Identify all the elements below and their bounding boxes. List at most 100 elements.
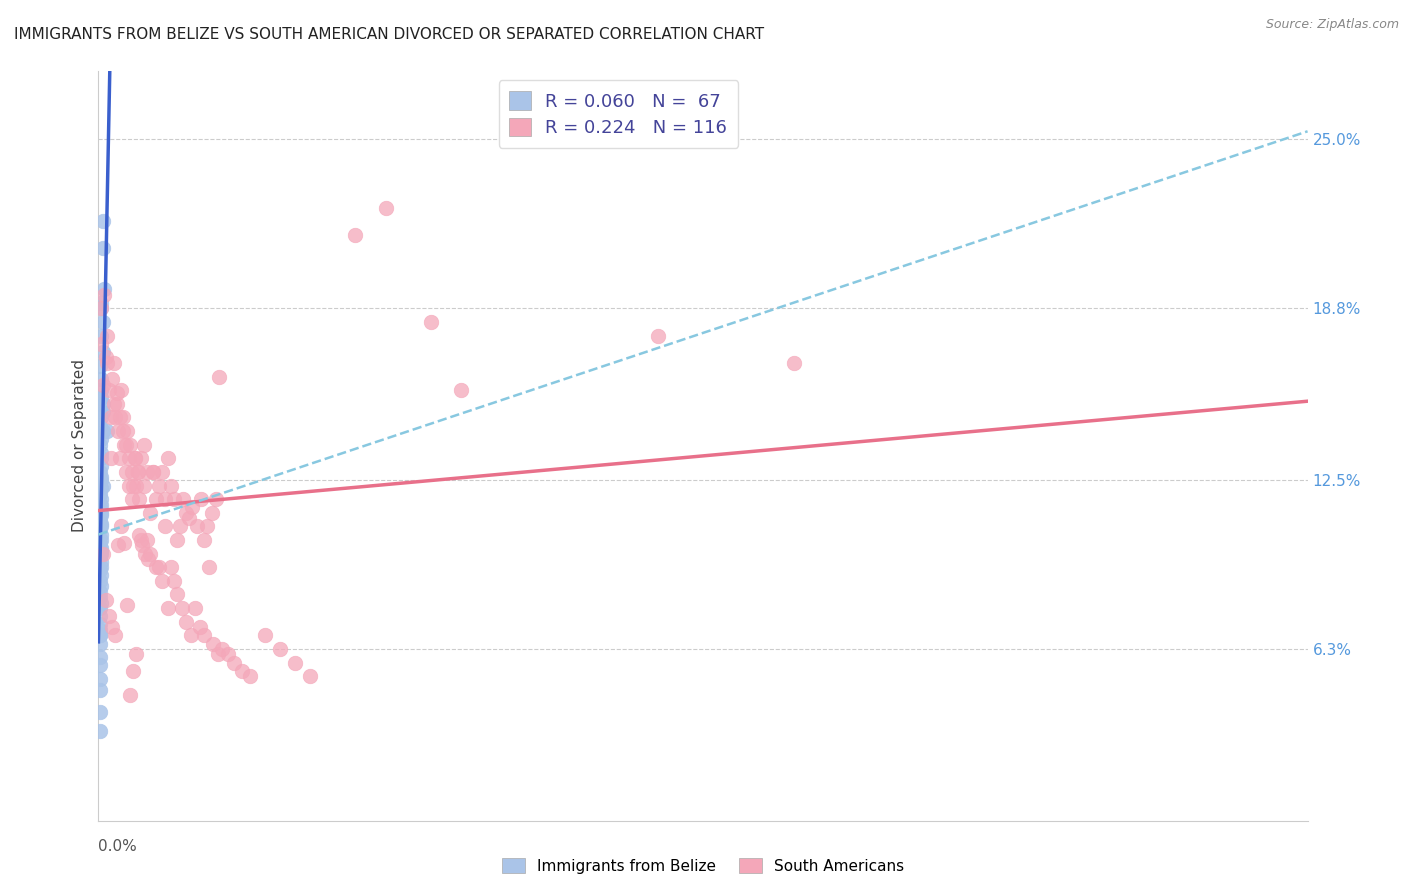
Point: [96, 356, 118, 370]
Point: [89, 705, 111, 719]
Point: [89, 617, 111, 632]
Point: [136, 552, 159, 566]
Point: [344, 227, 367, 242]
Point: [107, 424, 129, 438]
Point: [90, 506, 112, 520]
Point: [90, 579, 112, 593]
Point: [201, 506, 224, 520]
Point: [91, 547, 114, 561]
Point: [90, 301, 112, 316]
Point: [166, 587, 188, 601]
Point: [145, 560, 167, 574]
Point: [90, 560, 112, 574]
Point: [148, 478, 170, 492]
Point: [89, 584, 111, 599]
Point: [121, 465, 143, 479]
Point: [202, 636, 225, 650]
Point: [90, 533, 112, 547]
Point: [90, 547, 112, 561]
Point: [135, 533, 157, 547]
Point: [90, 301, 112, 316]
Point: [193, 533, 215, 547]
Point: [129, 533, 152, 547]
Point: [89, 623, 111, 637]
Point: [114, 465, 136, 479]
Point: [112, 437, 135, 451]
Point: [125, 478, 148, 492]
Point: [91, 478, 114, 492]
Point: [122, 478, 145, 492]
Point: [91, 377, 114, 392]
Point: [90, 446, 112, 460]
Point: [135, 465, 157, 479]
Point: [89, 486, 111, 500]
Point: [134, 547, 156, 561]
Point: [208, 369, 231, 384]
Point: [284, 656, 307, 670]
Point: [125, 648, 148, 662]
Point: [150, 574, 173, 588]
Point: [101, 620, 124, 634]
Point: [89, 522, 111, 536]
Point: [89, 650, 111, 665]
Point: [129, 451, 152, 466]
Point: [90, 473, 112, 487]
Point: [217, 648, 239, 662]
Point: [110, 383, 132, 397]
Point: [112, 535, 135, 549]
Point: [128, 527, 150, 541]
Point: [91, 397, 114, 411]
Point: [105, 385, 128, 400]
Point: [118, 451, 141, 466]
Point: [153, 519, 176, 533]
Point: [170, 601, 193, 615]
Text: 0.0%: 0.0%: [98, 839, 138, 855]
Point: [91, 424, 114, 438]
Point: [89, 359, 111, 373]
Point: [89, 628, 111, 642]
Point: [90, 372, 112, 386]
Point: [90, 383, 112, 397]
Point: [128, 492, 150, 507]
Point: [184, 601, 207, 615]
Point: [100, 410, 122, 425]
Point: [89, 500, 111, 515]
Point: [108, 451, 131, 466]
Point: [111, 424, 134, 438]
Point: [89, 535, 111, 549]
Point: [89, 672, 111, 686]
Point: [90, 492, 112, 507]
Point: [172, 492, 194, 507]
Point: [90, 596, 112, 610]
Point: [211, 642, 233, 657]
Point: [122, 664, 145, 678]
Point: [224, 656, 246, 670]
Point: [89, 549, 111, 564]
Point: [207, 648, 229, 662]
Point: [90, 410, 112, 425]
Point: [90, 296, 112, 310]
Point: [190, 492, 212, 507]
Point: [163, 492, 186, 507]
Point: [195, 519, 218, 533]
Point: [132, 478, 155, 492]
Point: [180, 628, 202, 642]
Point: [93, 282, 115, 296]
Point: [89, 601, 111, 615]
Point: [420, 315, 443, 329]
Point: [91, 345, 114, 359]
Point: [124, 451, 146, 466]
Point: [91, 315, 114, 329]
Point: [115, 599, 138, 613]
Point: [90, 459, 112, 474]
Point: [90, 432, 112, 446]
Point: [145, 492, 167, 507]
Point: [169, 519, 191, 533]
Legend: Immigrants from Belize, South Americans: Immigrants from Belize, South Americans: [496, 852, 910, 880]
Legend: R = 0.060   N =  67, R = 0.224   N = 116: R = 0.060 N = 67, R = 0.224 N = 116: [499, 80, 738, 148]
Point: [90, 392, 112, 406]
Point: [90, 516, 112, 531]
Point: [108, 410, 131, 425]
Point: [231, 664, 253, 678]
Text: IMMIGRANTS FROM BELIZE VS SOUTH AMERICAN DIVORCED OR SEPARATED CORRELATION CHART: IMMIGRANTS FROM BELIZE VS SOUTH AMERICAN…: [14, 27, 765, 42]
